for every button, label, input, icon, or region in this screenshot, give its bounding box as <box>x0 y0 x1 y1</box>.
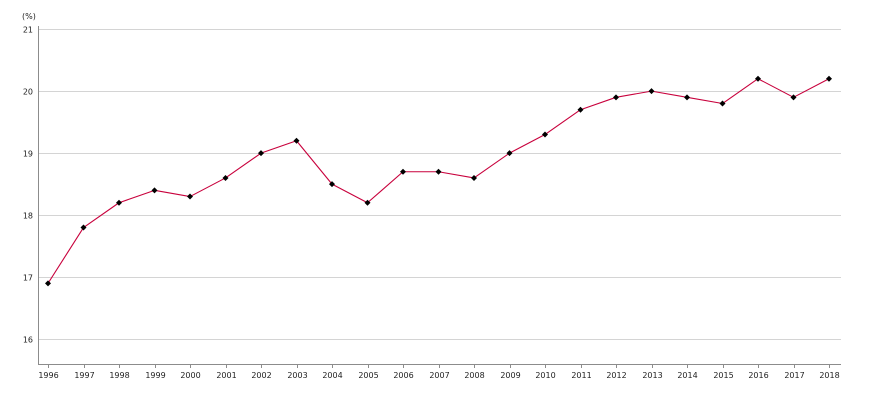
x-tick-label-1999: 1999 <box>145 371 165 380</box>
series-layer <box>45 75 832 287</box>
x-tick-label-2014: 2014 <box>677 371 697 380</box>
x-tick-label-2001: 2001 <box>216 371 236 380</box>
y-tick-label-19: 19 <box>23 150 33 159</box>
y-tick-labels: 16 17 18 19 20 21 <box>23 26 33 345</box>
data-point-2002 <box>258 150 264 157</box>
y-tick-label-17: 17 <box>23 274 33 283</box>
x-tick-label-2013: 2013 <box>642 371 662 380</box>
data-point-2007 <box>435 168 442 175</box>
x-tick-label-2017: 2017 <box>784 371 804 380</box>
x-tick-label-2015: 2015 <box>713 371 733 380</box>
data-point-2011 <box>577 106 584 113</box>
x-tick-label-2000: 2000 <box>180 371 200 380</box>
data-point-1999 <box>151 187 158 194</box>
x-tick-label-2010: 2010 <box>535 371 555 380</box>
data-point-2014 <box>684 94 690 101</box>
x-tick-label-2005: 2005 <box>358 371 378 380</box>
x-tick-label-2018: 2018 <box>819 371 839 380</box>
data-point-2016 <box>755 75 761 82</box>
x-tick-label-2011: 2011 <box>571 371 591 380</box>
x-tick-label-1997: 1997 <box>74 371 94 380</box>
data-point-1998 <box>116 199 122 206</box>
y-tick-label-18: 18 <box>23 212 33 221</box>
y-unit-label: (%) <box>22 12 36 21</box>
x-tick-label-2007: 2007 <box>429 371 449 380</box>
x-tick-label-1996: 1996 <box>38 371 58 380</box>
y-tick-label-16: 16 <box>23 336 33 345</box>
series-line-0 <box>47 78 830 284</box>
data-point-2005 <box>364 199 371 206</box>
gridlines <box>38 29 841 340</box>
data-point-2000 <box>187 193 193 200</box>
axes <box>38 26 841 368</box>
x-tick-label-2006: 2006 <box>393 371 413 380</box>
data-point-2017 <box>790 94 797 101</box>
data-point-2015 <box>719 100 726 107</box>
x-tick-label-1998: 1998 <box>109 371 129 380</box>
x-tick-labels: 1996 1997 1998 1999 2000 2001 2002 2003 2004 2005… <box>38 371 839 380</box>
data-point-2018 <box>826 75 832 82</box>
data-point-2013 <box>648 88 655 95</box>
data-point-2008 <box>471 174 477 181</box>
x-tick-label-2016: 2016 <box>748 371 768 380</box>
data-point-2001 <box>222 174 229 181</box>
data-point-2006 <box>400 168 406 175</box>
data-point-1996 <box>45 280 51 287</box>
x-tick-label-2002: 2002 <box>251 371 271 380</box>
x-tick-label-2003: 2003 <box>287 371 307 380</box>
data-point-1997 <box>80 224 87 231</box>
y-tick-label-20: 20 <box>23 88 33 97</box>
data-point-2010 <box>542 131 548 138</box>
x-tick-label-2008: 2008 <box>464 371 484 380</box>
x-tick-label-2012: 2012 <box>606 371 626 380</box>
data-point-2004 <box>329 181 335 188</box>
data-point-2012 <box>613 94 619 101</box>
data-point-2009 <box>506 150 513 157</box>
data-point-2003 <box>293 137 300 144</box>
y-tick-label-21: 21 <box>23 26 33 35</box>
x-tick-label-2004: 2004 <box>322 371 342 380</box>
x-tick-label-2009: 2009 <box>500 371 520 380</box>
